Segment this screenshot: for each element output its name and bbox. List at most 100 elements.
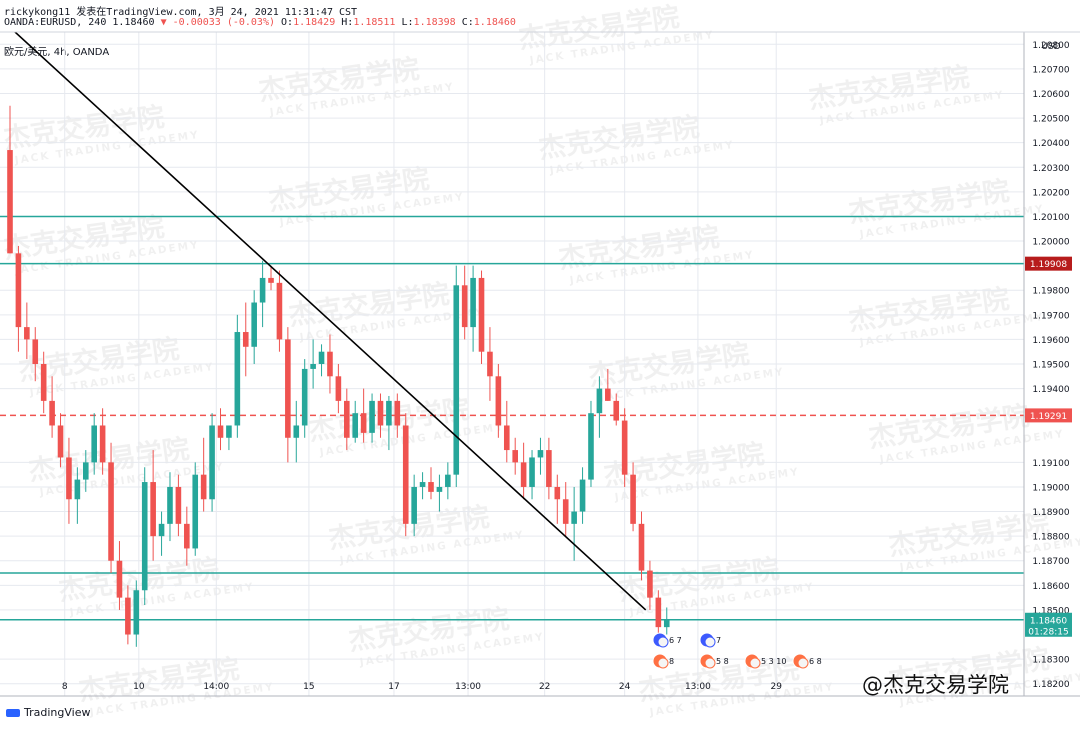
candle[interactable]	[445, 462, 451, 500]
candle[interactable]	[15, 245, 22, 352]
candle[interactable]	[503, 400, 510, 463]
candle[interactable]	[184, 506, 190, 566]
candle[interactable]	[647, 560, 653, 610]
candle[interactable]	[386, 395, 392, 451]
candle[interactable]	[74, 467, 81, 524]
candle[interactable]	[57, 413, 64, 468]
candle[interactable]	[596, 376, 603, 438]
candle[interactable]	[529, 450, 535, 500]
candle-body	[74, 479, 81, 500]
candle[interactable]	[91, 413, 97, 475]
low-value: 1.18398	[413, 17, 456, 28]
downtrend-line[interactable]	[2, 20, 647, 611]
candle[interactable]	[293, 400, 300, 463]
candle[interactable]	[377, 393, 384, 438]
candle[interactable]	[621, 408, 628, 487]
candle[interactable]	[436, 474, 443, 512]
candle[interactable]	[318, 344, 325, 377]
event-marker[interactable]: 5 8	[699, 653, 729, 669]
candle[interactable]	[546, 437, 552, 500]
candle[interactable]	[554, 474, 561, 524]
candle[interactable]	[217, 408, 224, 451]
candle[interactable]	[369, 393, 375, 443]
event-marker[interactable]: 5 3 10	[744, 653, 786, 669]
plot-area[interactable]	[0, 20, 1024, 647]
candle[interactable]	[99, 408, 106, 475]
candle[interactable]	[512, 437, 518, 475]
candle[interactable]	[402, 413, 409, 537]
candle[interactable]	[344, 388, 350, 451]
candle[interactable]	[125, 585, 131, 645]
candle[interactable]	[276, 270, 283, 352]
candle[interactable]	[605, 368, 611, 401]
candle[interactable]	[579, 467, 586, 524]
candle[interactable]	[394, 393, 401, 438]
candle[interactable]	[133, 580, 140, 647]
candle[interactable]	[495, 364, 502, 438]
candle[interactable]	[470, 265, 476, 352]
candle[interactable]	[335, 364, 342, 414]
candle[interactable]	[116, 541, 123, 610]
candle[interactable]	[251, 290, 257, 364]
candle[interactable]	[175, 474, 182, 537]
candle[interactable]	[66, 437, 72, 524]
candle[interactable]	[226, 425, 232, 451]
candle[interactable]	[428, 467, 434, 500]
candle[interactable]	[234, 314, 241, 438]
candle[interactable]	[167, 472, 173, 542]
candle[interactable]	[301, 359, 308, 438]
candle[interactable]	[150, 450, 156, 561]
time-tick: 8	[62, 682, 68, 692]
candle[interactable]	[478, 270, 485, 364]
candle[interactable]	[487, 327, 493, 401]
candle[interactable]	[453, 265, 460, 487]
candle[interactable]	[411, 474, 417, 537]
candle[interactable]	[655, 590, 662, 640]
event-marker[interactable]: 6 8	[792, 653, 822, 669]
candle[interactable]	[613, 393, 620, 426]
candle-body	[82, 462, 89, 480]
candle[interactable]	[141, 467, 148, 606]
candle[interactable]	[419, 472, 426, 500]
candle[interactable]	[327, 334, 333, 394]
publish-info: rickykong11 发表在TradingView.com, 3月 24, 2…	[4, 7, 358, 18]
candle[interactable]	[82, 450, 89, 492]
candle[interactable]	[259, 260, 266, 328]
candle[interactable]	[108, 442, 114, 574]
candle[interactable]	[461, 265, 468, 340]
candle[interactable]	[352, 400, 359, 443]
candle[interactable]	[24, 302, 30, 360]
candle[interactable]	[663, 607, 670, 635]
candle[interactable]	[537, 437, 544, 475]
event-marker[interactable]: 7	[699, 632, 721, 648]
candle[interactable]	[285, 327, 291, 463]
candle[interactable]	[310, 339, 316, 389]
price-label-bg	[1025, 408, 1072, 423]
candle[interactable]	[7, 105, 13, 254]
candle[interactable]	[40, 351, 47, 414]
candle[interactable]	[562, 482, 569, 537]
candle[interactable]	[520, 442, 527, 500]
candle[interactable]	[588, 400, 594, 487]
time-axis[interactable]: 8 10 14:00 15 17 13:00 22 24 13:00 29	[62, 682, 782, 692]
candle[interactable]	[49, 376, 55, 438]
candle[interactable]	[200, 437, 207, 512]
candle[interactable]	[32, 327, 39, 382]
price-label: 1.18460	[1030, 616, 1067, 626]
event-marker[interactable]: 6 7	[652, 632, 682, 648]
tradingview-logo[interactable]: TradingView	[6, 706, 90, 719]
candle[interactable]	[630, 462, 636, 532]
symbol[interactable]: OANDA:EURUSD, 240	[4, 17, 107, 28]
event-marker[interactable]: 8	[652, 653, 674, 669]
candle[interactable]	[268, 265, 274, 291]
candle[interactable]	[242, 302, 249, 377]
candle[interactable]	[638, 511, 645, 581]
candle[interactable]	[571, 486, 577, 561]
candle-body	[428, 482, 434, 492]
candle[interactable]	[158, 511, 165, 556]
candle[interactable]	[360, 388, 367, 443]
candle[interactable]	[192, 462, 199, 556]
candle[interactable]	[209, 413, 215, 512]
